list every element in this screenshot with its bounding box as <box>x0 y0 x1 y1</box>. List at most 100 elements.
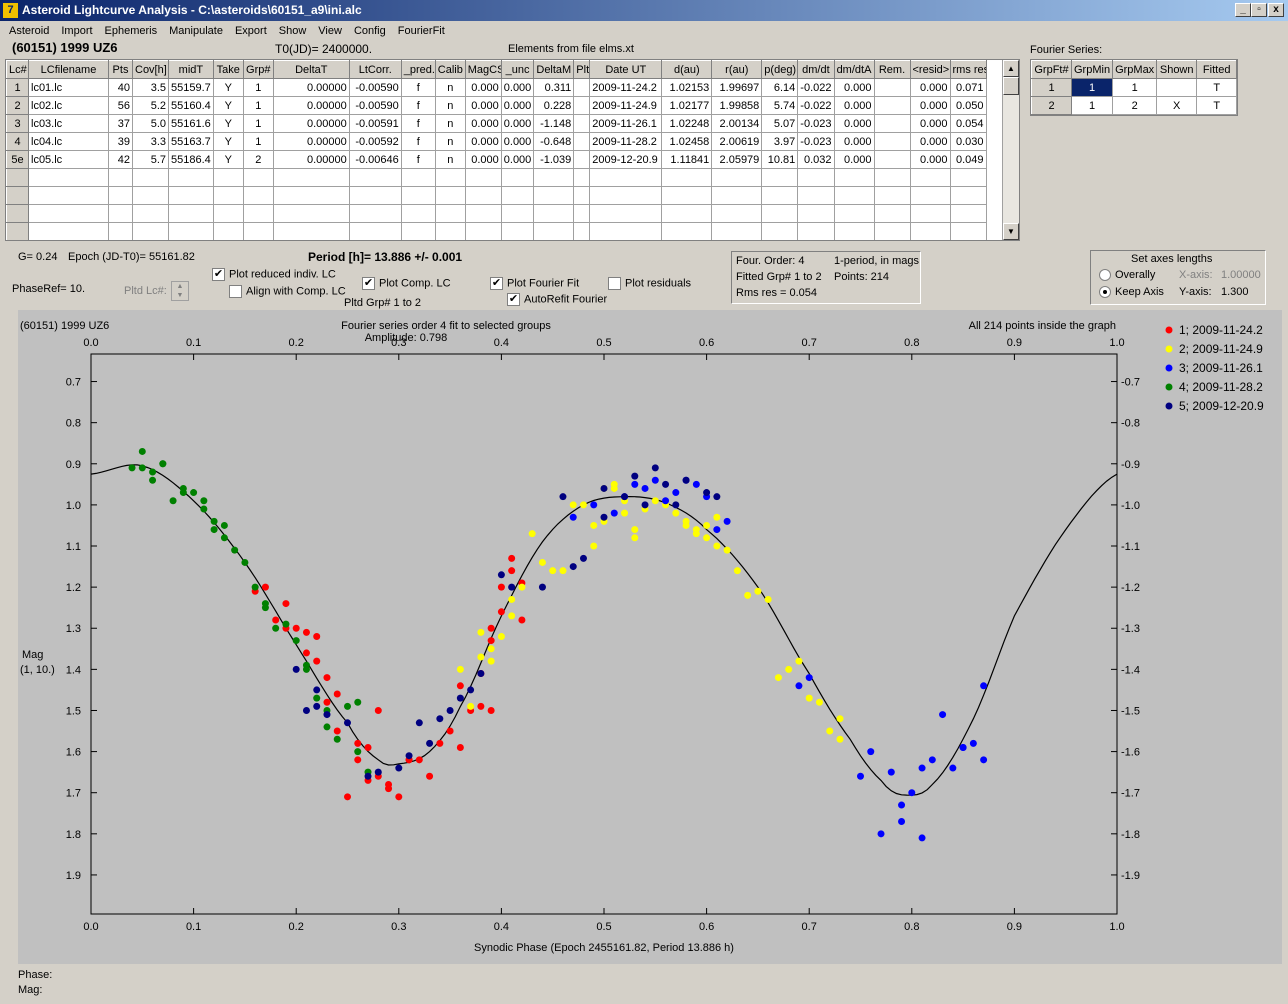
table-cell[interactable] <box>500 204 535 223</box>
table-cell[interactable]: 1 <box>242 96 274 115</box>
menu-show[interactable]: Show <box>278 25 307 37</box>
table-cell[interactable] <box>949 186 987 205</box>
col-header[interactable]: LCfilename <box>28 60 109 79</box>
col-header[interactable]: Calib <box>434 60 466 79</box>
table-cell[interactable]: n <box>434 114 466 133</box>
table-cell[interactable]: 4 <box>6 132 29 151</box>
table-cell[interactable] <box>132 222 169 240</box>
table-cell[interactable] <box>272 222 350 240</box>
table-cell[interactable] <box>711 186 763 205</box>
col-header[interactable]: LtCorr. <box>348 60 402 79</box>
table-cell[interactable] <box>242 168 274 187</box>
table-cell[interactable]: 0.311 <box>533 78 575 97</box>
fourier-cell[interactable]: 1 <box>1112 78 1158 97</box>
table-cell[interactable] <box>711 204 763 223</box>
col-header[interactable]: _unc <box>500 60 535 79</box>
table-cell[interactable]: 0.000 <box>464 132 502 151</box>
overally-radio[interactable]: Overally <box>1099 269 1155 282</box>
table-cell[interactable]: 3 <box>6 114 29 133</box>
table-cell[interactable] <box>533 168 575 187</box>
table-cell[interactable] <box>533 204 575 223</box>
table-cell[interactable] <box>761 168 799 187</box>
table-cell[interactable] <box>533 186 575 205</box>
table-cell[interactable]: lc02.lc <box>28 96 109 115</box>
table-cell[interactable]: 1 <box>242 78 274 97</box>
table-cell[interactable] <box>873 204 911 223</box>
table-cell[interactable] <box>797 168 835 187</box>
col-header[interactable]: Grp# <box>242 60 274 79</box>
table-cell[interactable] <box>434 168 466 187</box>
table-cell[interactable]: 39 <box>108 132 133 151</box>
table-cell[interactable] <box>661 168 713 187</box>
table-cell[interactable]: 1.99697 <box>711 78 763 97</box>
table-cell[interactable]: 0.000 <box>500 114 535 133</box>
table-cell[interactable] <box>797 204 835 223</box>
minimize-button[interactable]: _ <box>1235 3 1251 17</box>
table-scrollbar[interactable]: ▲ ▼ <box>1002 60 1019 240</box>
fourier-cell[interactable]: 1 <box>1070 78 1114 97</box>
table-cell[interactable]: 2 <box>6 96 29 115</box>
col-header[interactable]: d(au) <box>661 60 713 79</box>
table-cell[interactable] <box>797 186 835 205</box>
table-cell[interactable]: 0.000 <box>464 150 502 169</box>
table-cell[interactable] <box>573 114 591 133</box>
table-cell[interactable] <box>434 222 466 240</box>
table-cell[interactable] <box>272 204 350 223</box>
menu-view[interactable]: View <box>318 25 342 37</box>
table-cell[interactable] <box>242 186 274 205</box>
table-cell[interactable]: 55163.7 <box>168 132 214 151</box>
table-cell[interactable] <box>661 204 713 223</box>
fourier-cell[interactable]: 1 <box>1031 78 1072 97</box>
table-cell[interactable]: 0.00000 <box>272 96 350 115</box>
table-cell[interactable] <box>909 168 951 187</box>
close-button[interactable]: x <box>1268 3 1284 17</box>
table-cell[interactable] <box>949 168 987 187</box>
table-cell[interactable] <box>6 168 29 187</box>
table-cell[interactable] <box>573 150 591 169</box>
table-cell[interactable] <box>949 204 987 223</box>
table-cell[interactable] <box>873 114 911 133</box>
table-cell[interactable] <box>711 168 763 187</box>
fourier-col-header[interactable]: Shown <box>1156 60 1198 79</box>
menu-asteroid[interactable]: Asteroid <box>9 25 50 37</box>
fourier-cell[interactable]: X <box>1156 96 1198 115</box>
table-cell[interactable]: lc03.lc <box>28 114 109 133</box>
table-cell[interactable]: 0.032 <box>797 150 835 169</box>
table-cell[interactable]: 2.00134 <box>711 114 763 133</box>
table-cell[interactable] <box>168 186 214 205</box>
table-cell[interactable]: 2.00619 <box>711 132 763 151</box>
table-cell[interactable]: 0.000 <box>833 150 875 169</box>
table-row[interactable]: 3 lc03.lc 37 5.0 55161.6 Y 1 0.00000 -0.00591 f n 0… <box>6 114 987 133</box>
plot-comp-checkbox[interactable]: ✔ Plot Comp. LC <box>362 277 451 290</box>
menu-config[interactable]: Config <box>353 25 386 37</box>
yaxis-value[interactable]: 1.300 <box>1221 286 1249 298</box>
col-header[interactable]: DeltaT <box>272 60 350 79</box>
fourier-col-header[interactable]: GrpFt# <box>1031 60 1072 79</box>
col-header[interactable]: Rem. <box>873 60 911 79</box>
col-header[interactable]: Plt <box>573 60 591 79</box>
table-cell[interactable]: 5e <box>6 150 29 169</box>
table-row[interactable]: 4 lc04.lc 39 3.3 55163.7 Y 1 0.00000 -0.00592 f n 0… <box>6 132 987 151</box>
table-cell[interactable] <box>108 222 133 240</box>
col-header[interactable]: MagCS <box>464 60 502 79</box>
table-cell[interactable]: 55186.4 <box>168 150 214 169</box>
table-cell[interactable] <box>168 204 214 223</box>
table-cell[interactable]: -0.022 <box>797 78 835 97</box>
table-cell[interactable]: 1.02248 <box>661 114 713 133</box>
col-header[interactable]: dm/dtA <box>833 60 875 79</box>
table-cell[interactable] <box>28 204 109 223</box>
menu-export[interactable]: Export <box>234 25 267 37</box>
table-cell[interactable]: -0.00590 <box>348 96 402 115</box>
table-cell[interactable]: 40 <box>108 78 133 97</box>
table-cell[interactable]: 1 <box>242 132 274 151</box>
table-cell[interactable] <box>873 78 911 97</box>
table-cell[interactable]: 0.000 <box>909 132 951 151</box>
plot-area[interactable]: 0.0 0.0 0.1 0.1 0.2 0.2 0.3 0.3 0.4 0.4 0.5 0.5 0.6 0… <box>18 310 1282 964</box>
col-header[interactable]: Lc# <box>6 60 29 79</box>
table-cell[interactable]: -0.022 <box>797 96 835 115</box>
fourier-cell[interactable]: 2 <box>1112 96 1158 115</box>
table-cell[interactable] <box>761 222 799 240</box>
table-cell[interactable] <box>212 168 244 187</box>
table-cell[interactable]: 1.99858 <box>711 96 763 115</box>
table-cell[interactable]: Y <box>212 78 244 97</box>
